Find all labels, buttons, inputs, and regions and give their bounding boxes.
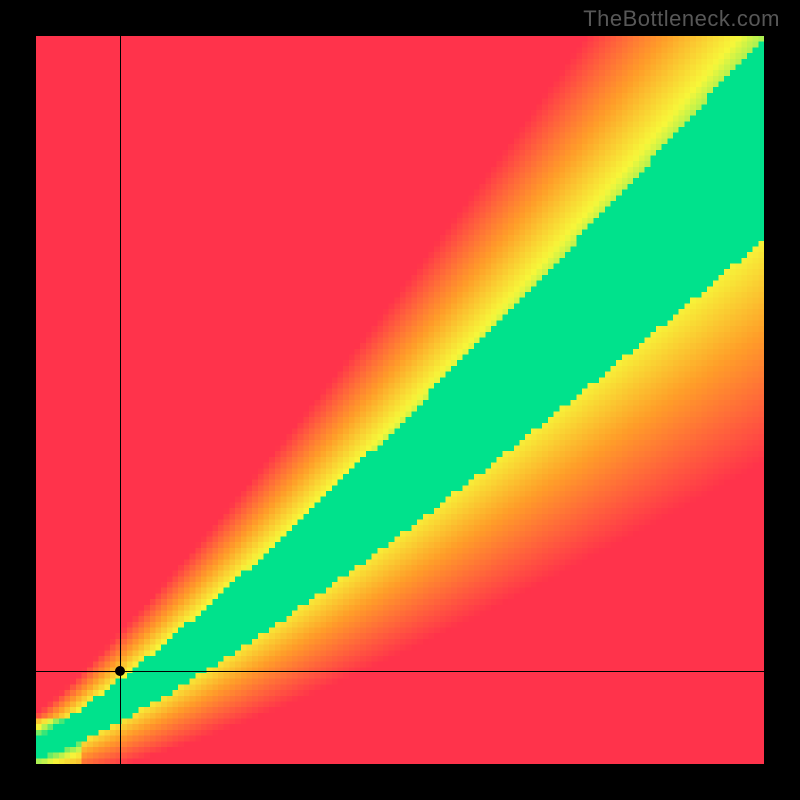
- watermark-text: TheBottleneck.com: [583, 6, 780, 32]
- crosshair-vertical: [120, 36, 121, 764]
- crosshair-horizontal: [36, 671, 764, 672]
- heatmap-plot: [36, 36, 764, 764]
- heatmap-canvas: [36, 36, 764, 764]
- crosshair-dot: [115, 666, 125, 676]
